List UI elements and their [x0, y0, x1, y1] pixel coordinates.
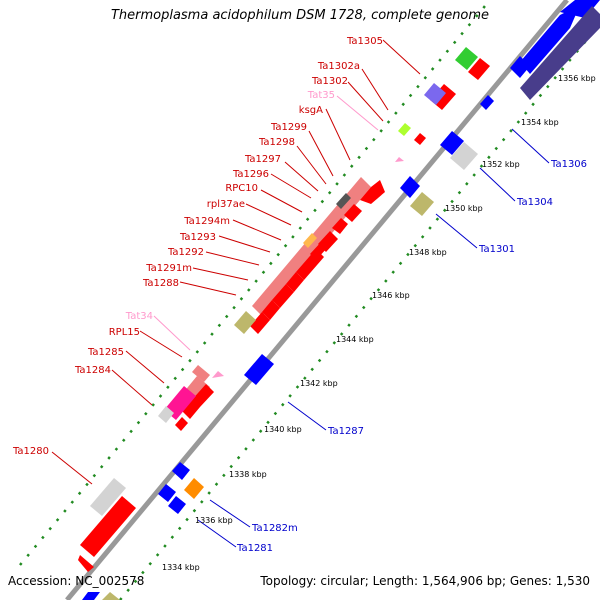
- gene-label-rpl37ae[interactable]: rpl37ae: [207, 199, 245, 210]
- tat35-feature[interactable]: [395, 157, 404, 162]
- ta1301-khaki-feature[interactable]: [410, 192, 434, 216]
- tat35-leader: [336, 95, 379, 131]
- tick-label: 1342 kbp: [300, 379, 338, 388]
- gene-label-ta1294m[interactable]: Ta1294m: [183, 216, 230, 227]
- gene-label-ta1301[interactable]: Ta1301: [478, 244, 515, 255]
- gene-arrow: [175, 417, 188, 431]
- gene-label-ta1284[interactable]: Ta1284: [74, 365, 111, 376]
- inner-dotted-guide: [119, 23, 600, 600]
- gene-label-ta1281[interactable]: Ta1281: [236, 543, 273, 554]
- gene-arrow: [286, 272, 304, 292]
- forward-gene-arrows[interactable]: [78, 180, 385, 572]
- tick-label: 1350 kbp: [445, 204, 483, 213]
- gene-arrow: [80, 496, 136, 557]
- gene-label-ta1288[interactable]: Ta1288: [142, 278, 179, 289]
- gene-arrow: [78, 555, 94, 572]
- gene-label-ta1299[interactable]: Ta1299: [270, 122, 307, 133]
- khaki-feature[interactable]: [234, 311, 256, 334]
- gene-arrow: [168, 496, 186, 514]
- map-title: Thermoplasma acidophilum DSM 1728, compl…: [110, 8, 490, 23]
- gene-label-rpl15[interactable]: RPL15: [109, 327, 140, 338]
- gene-arrow: [344, 204, 362, 222]
- trna-label-tat35[interactable]: Tat35: [307, 90, 335, 101]
- gene-arrow: [440, 131, 464, 155]
- gene-label-ta1302[interactable]: Ta1302: [311, 76, 348, 87]
- gene-label-ta1296[interactable]: Ta1296: [232, 169, 269, 180]
- tick-label: 1354 kbp: [521, 118, 559, 127]
- gene-arrow: [82, 592, 100, 600]
- right-leader-lines: [197, 128, 550, 548]
- gene-arrow: [262, 300, 280, 320]
- ta1305-gene[interactable]: [468, 58, 490, 80]
- gene-label-ta1298[interactable]: Ta1298: [258, 137, 295, 148]
- gene-arrow: [400, 176, 420, 198]
- topology-text: Topology: circular; Length: 1,564,906 bp…: [260, 574, 590, 588]
- gene-label-ta1302a[interactable]: Ta1302a: [317, 61, 360, 72]
- tick-label: 1348 kbp: [409, 248, 447, 257]
- gene-label-ta1292[interactable]: Ta1292: [167, 247, 204, 258]
- gene-label-ta1287[interactable]: Ta1287: [327, 426, 364, 437]
- gene-label-ta1280[interactable]: Ta1280: [12, 446, 49, 457]
- gene-arrow: [296, 249, 324, 280]
- tick-label: 1346 kbp: [372, 291, 410, 300]
- grey-feature[interactable]: [158, 406, 174, 423]
- gene-arrow: [272, 284, 294, 308]
- gene-arrow: [244, 354, 274, 385]
- ta1280-feature[interactable]: [90, 478, 126, 516]
- tick-label: 1340 kbp: [264, 425, 302, 434]
- tick-label: 1344 kbp: [336, 335, 374, 344]
- gene-arrow: [332, 218, 348, 234]
- gene-label-ta1304[interactable]: Ta1304: [516, 197, 553, 208]
- ta1306-slate-feature[interactable]: [520, 6, 600, 100]
- ta1282m-orange-feature[interactable]: [184, 478, 204, 499]
- gene-arrow: [480, 95, 494, 110]
- gene-label-ta1285[interactable]: Ta1285: [87, 347, 124, 358]
- left-leader-lines: [51, 39, 421, 485]
- tick-label: 1338 kbp: [229, 470, 267, 479]
- tat34-feature[interactable]: [212, 371, 224, 378]
- gene-label-ta1305[interactable]: Ta1305: [346, 36, 383, 47]
- lime-feature[interactable]: [398, 123, 411, 136]
- gene-label-ta1291m[interactable]: Ta1291m: [145, 263, 192, 274]
- trna-label-tat34[interactable]: Tat34: [125, 311, 153, 322]
- gene-arrow: [560, 0, 600, 18]
- accession-text: Accession: NC_002578: [8, 574, 145, 588]
- khaki-feature[interactable]: [102, 592, 120, 600]
- gene-arrow: [158, 484, 176, 502]
- gene-label-ta1306[interactable]: Ta1306: [550, 159, 587, 170]
- tick-label: 1334 kbp: [162, 563, 200, 572]
- gene-arrow: [172, 462, 190, 480]
- gene-arrow: [182, 384, 214, 419]
- gene-label-ta1293[interactable]: Ta1293: [179, 232, 216, 243]
- ta1304-grey-feature[interactable]: [450, 142, 478, 170]
- forward-rna-block: [183, 177, 371, 404]
- gene-label-ta1297[interactable]: Ta1297: [244, 154, 281, 165]
- tick-label: 1356 kbp: [558, 74, 596, 83]
- reverse-gene-arrows[interactable]: [82, 0, 600, 600]
- small-red-feature[interactable]: [414, 133, 426, 145]
- gene-arrow: [250, 312, 270, 334]
- gene-label-ksga[interactable]: ksgA: [299, 105, 323, 116]
- tick-label: 1352 kbp: [482, 160, 520, 169]
- gene-label-rpc10[interactable]: RPC10: [225, 183, 258, 194]
- ta1302a-rna[interactable]: [424, 83, 446, 105]
- green-feature[interactable]: [455, 47, 478, 70]
- tat34-leader: [153, 315, 191, 351]
- gene-arrow: [360, 180, 385, 204]
- outer-dotted-guide: [19, 0, 491, 566]
- gene-label-ta1282m[interactable]: Ta1282m: [251, 523, 298, 534]
- tick-label: 1336 kbp: [195, 516, 233, 525]
- gene-arrow: [510, 56, 530, 78]
- gene-arrow: [520, 5, 580, 74]
